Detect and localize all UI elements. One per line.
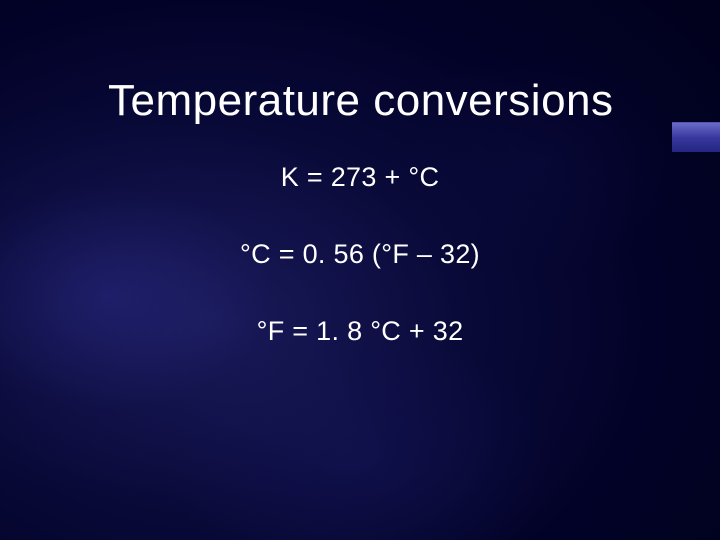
formula-celsius: °C = 0. 56 (°F – 32) [240, 239, 480, 270]
corner-accent [672, 122, 720, 152]
slide-content: K = 273 + °C °C = 0. 56 (°F – 32) °F = 1… [0, 162, 720, 393]
slide-title: Temperature conversions [108, 76, 720, 126]
formula-kelvin: K = 273 + °C [281, 162, 440, 193]
formula-fahrenheit: °F = 1. 8 °C + 32 [257, 316, 464, 347]
slide-container: Temperature conversions K = 273 + °C °C … [0, 0, 720, 540]
